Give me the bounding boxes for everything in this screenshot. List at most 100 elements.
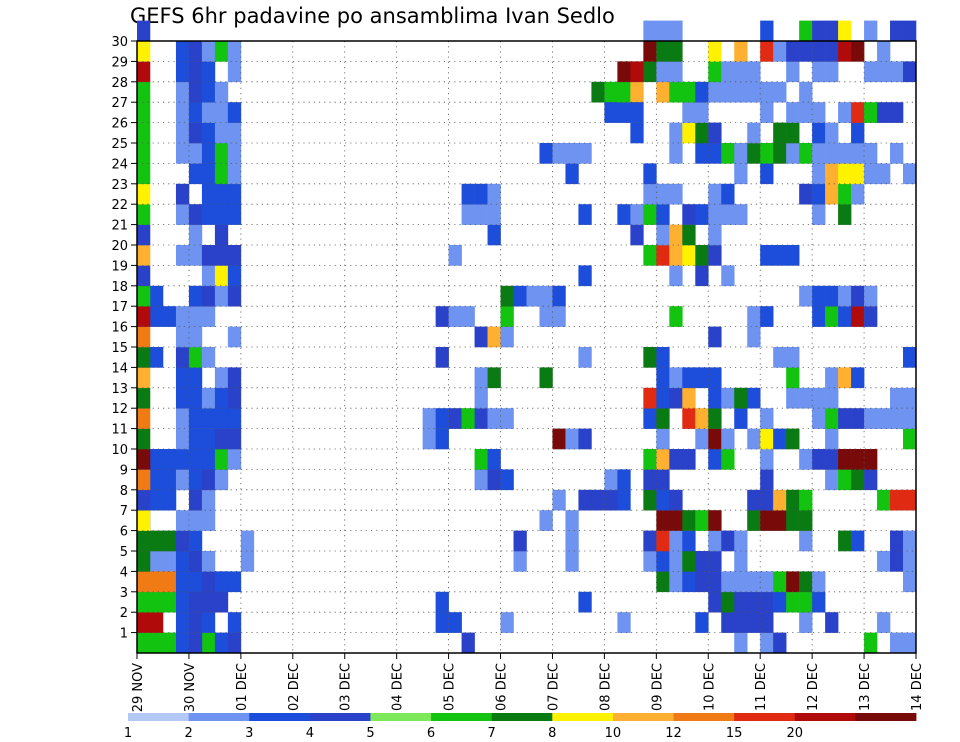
y-tick-label: 3 (120, 586, 128, 601)
heatmap-cell (188, 408, 203, 429)
heatmap-cell (617, 61, 631, 83)
heatmap-cell (708, 326, 722, 348)
heatmap-cell (643, 183, 657, 205)
heatmap-cell (137, 163, 151, 185)
heatmap-cell (578, 489, 592, 511)
heatmap-cell (422, 428, 436, 450)
heatmap-cell (773, 81, 787, 103)
heatmap-cell (137, 571, 177, 593)
heatmap-cell (825, 428, 839, 450)
heatmap-cell (643, 489, 657, 511)
heatmap-cell (721, 204, 735, 225)
heatmap-cell (786, 61, 800, 83)
heatmap-cell (643, 20, 657, 42)
heatmap-cell (682, 367, 696, 389)
heatmap-cell (188, 632, 203, 654)
heatmap-cell (513, 551, 527, 572)
heatmap-cell (188, 326, 203, 348)
heatmap-cell (799, 143, 813, 164)
heatmap-cell (682, 571, 696, 593)
heatmap-cell (877, 489, 891, 511)
colorbar-swatch (612, 713, 674, 721)
heatmap-cell (188, 510, 203, 531)
heatmap-cell (786, 428, 800, 450)
heatmap-cell (890, 20, 904, 42)
colorbar-swatch (309, 713, 371, 721)
heatmap-cell (188, 245, 203, 266)
heatmap-cell (708, 204, 722, 225)
heatmap-cell (708, 387, 722, 409)
heatmap-cell (682, 204, 696, 225)
heatmap-cell (201, 163, 216, 185)
heatmap-cell (201, 183, 216, 205)
heatmap-cell (669, 306, 683, 327)
heatmap-cell (734, 163, 748, 185)
heatmap-cell (669, 224, 683, 246)
heatmap-cell (812, 61, 826, 83)
heatmap-cell (643, 245, 657, 266)
heatmap-cell (578, 204, 592, 225)
heatmap-cell (474, 204, 488, 225)
heatmap-cell (734, 551, 748, 572)
heatmap-cell (708, 428, 722, 450)
heatmap-cell (227, 204, 242, 225)
heatmap-cell (812, 183, 826, 205)
heatmap-cell (643, 551, 657, 572)
heatmap-cell (578, 143, 592, 164)
heatmap-cell (188, 163, 203, 185)
heatmap-cell (539, 306, 553, 327)
heatmap-cell (851, 367, 865, 389)
heatmap-cell (786, 489, 800, 511)
heatmap-cell (201, 510, 216, 531)
heatmap-cell (565, 530, 579, 552)
heatmap-cell (682, 449, 696, 470)
heatmap-cell (799, 20, 813, 42)
heatmap-cell (721, 265, 735, 287)
heatmap-cell (799, 510, 813, 531)
heatmap-cell (565, 510, 579, 531)
heatmap-cell (695, 81, 709, 103)
heatmap-cell (773, 632, 787, 654)
heatmap-cell (838, 102, 852, 123)
heatmap-cell (487, 408, 501, 429)
heatmap-cell (656, 81, 670, 103)
heatmap-cell (214, 387, 229, 409)
heatmap-cell (435, 408, 449, 429)
heatmap-cell (864, 449, 878, 470)
heatmap-cell (539, 510, 553, 531)
heatmap-cell (825, 183, 839, 205)
heatmap-cell (656, 408, 670, 429)
y-tick-label: 12 (111, 402, 128, 417)
heatmap-cell (760, 245, 774, 266)
heatmap-cell (565, 143, 579, 164)
y-tick-label: 6 (120, 525, 128, 540)
heatmap-cell (721, 530, 735, 552)
heatmap-cell (838, 204, 852, 225)
heatmap-cell (656, 387, 670, 409)
heatmap-cell (201, 387, 216, 409)
heatmap-cell (188, 204, 203, 225)
heatmap-cell (175, 367, 190, 389)
heatmap-cell (643, 61, 657, 83)
heatmap-cell (682, 387, 696, 409)
heatmap-cell (201, 449, 216, 470)
heatmap-cell (812, 122, 826, 144)
colorbar-label: 7 (488, 726, 496, 741)
chart-title: GEFS 6hr padavine po ansamblima Ivan Sed… (130, 4, 615, 28)
heatmap-cell (137, 102, 151, 123)
heatmap-cell (227, 183, 242, 205)
heatmap-cell (188, 367, 203, 389)
y-tick-label: 22 (111, 198, 128, 213)
heatmap-cell (227, 41, 242, 62)
heatmap-cell (474, 449, 488, 470)
heatmap-cell (669, 81, 683, 103)
heatmap-cell (786, 143, 800, 164)
heatmap-cell (695, 102, 709, 123)
colorbar-swatch (673, 713, 735, 721)
heatmap-cell (578, 265, 592, 287)
heatmap-cell (721, 571, 735, 593)
heatmap-cell (695, 571, 709, 593)
heatmap-cell (747, 81, 761, 103)
heatmap-cell (721, 591, 735, 613)
heatmap-cell (214, 632, 229, 654)
